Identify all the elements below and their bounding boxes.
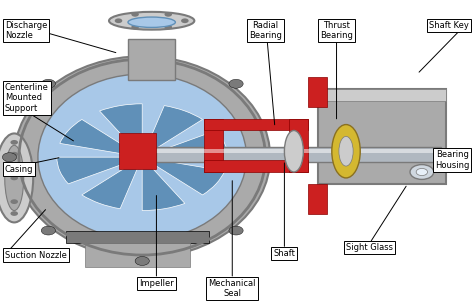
Bar: [308, 184, 327, 214]
Bar: [118, 133, 156, 169]
Ellipse shape: [128, 17, 175, 27]
Circle shape: [41, 226, 55, 235]
Circle shape: [410, 165, 434, 179]
Text: Suction Nozzle: Suction Nozzle: [5, 251, 67, 259]
Bar: [128, 39, 175, 80]
Bar: [308, 77, 327, 107]
Text: Casing: Casing: [5, 165, 33, 174]
Bar: [204, 160, 308, 172]
Ellipse shape: [38, 74, 246, 240]
FancyBboxPatch shape: [318, 89, 446, 184]
Text: Impeller: Impeller: [139, 279, 174, 288]
Circle shape: [135, 256, 149, 265]
Circle shape: [10, 152, 18, 156]
Bar: [85, 243, 190, 267]
Bar: [318, 89, 446, 101]
Ellipse shape: [109, 12, 194, 30]
Wedge shape: [142, 157, 185, 210]
Text: Shaft Key: Shaft Key: [429, 21, 469, 30]
Wedge shape: [60, 119, 142, 157]
Bar: [289, 119, 308, 172]
Ellipse shape: [284, 130, 303, 172]
Circle shape: [268, 153, 282, 162]
Text: Discharge
Nozzle: Discharge Nozzle: [5, 21, 47, 40]
Wedge shape: [142, 130, 228, 157]
Text: Centerline
Mounted
Support: Centerline Mounted Support: [5, 83, 49, 113]
Wedge shape: [142, 106, 202, 157]
Text: Shaft: Shaft: [273, 249, 295, 258]
Circle shape: [115, 18, 122, 23]
Text: Mechanical
Seal: Mechanical Seal: [209, 279, 256, 298]
Bar: [66, 231, 209, 243]
Ellipse shape: [339, 137, 353, 166]
Ellipse shape: [0, 133, 33, 222]
Circle shape: [131, 25, 139, 30]
Circle shape: [41, 79, 55, 88]
Circle shape: [131, 12, 139, 17]
Ellipse shape: [332, 124, 360, 178]
Circle shape: [229, 226, 243, 235]
Circle shape: [10, 199, 18, 204]
Text: Thrust
Bearing: Thrust Bearing: [320, 21, 353, 40]
Circle shape: [2, 153, 17, 162]
Bar: [204, 119, 308, 130]
Circle shape: [10, 175, 18, 180]
Circle shape: [135, 49, 149, 58]
Circle shape: [164, 12, 172, 17]
Bar: [204, 119, 223, 172]
Circle shape: [10, 211, 18, 216]
Text: Radial
Bearing: Radial Bearing: [249, 21, 282, 40]
Ellipse shape: [14, 56, 270, 258]
Circle shape: [181, 18, 189, 23]
Wedge shape: [100, 104, 142, 157]
Bar: [156, 149, 441, 153]
Text: Bearing
Housing: Bearing Housing: [435, 150, 469, 170]
Text: Sight Glass: Sight Glass: [346, 243, 393, 252]
Wedge shape: [82, 157, 142, 209]
Circle shape: [416, 169, 428, 175]
Wedge shape: [57, 157, 142, 184]
Circle shape: [164, 25, 172, 30]
Bar: [156, 147, 441, 162]
Circle shape: [229, 79, 243, 88]
Ellipse shape: [5, 145, 24, 210]
Circle shape: [10, 140, 18, 145]
Wedge shape: [142, 157, 225, 195]
